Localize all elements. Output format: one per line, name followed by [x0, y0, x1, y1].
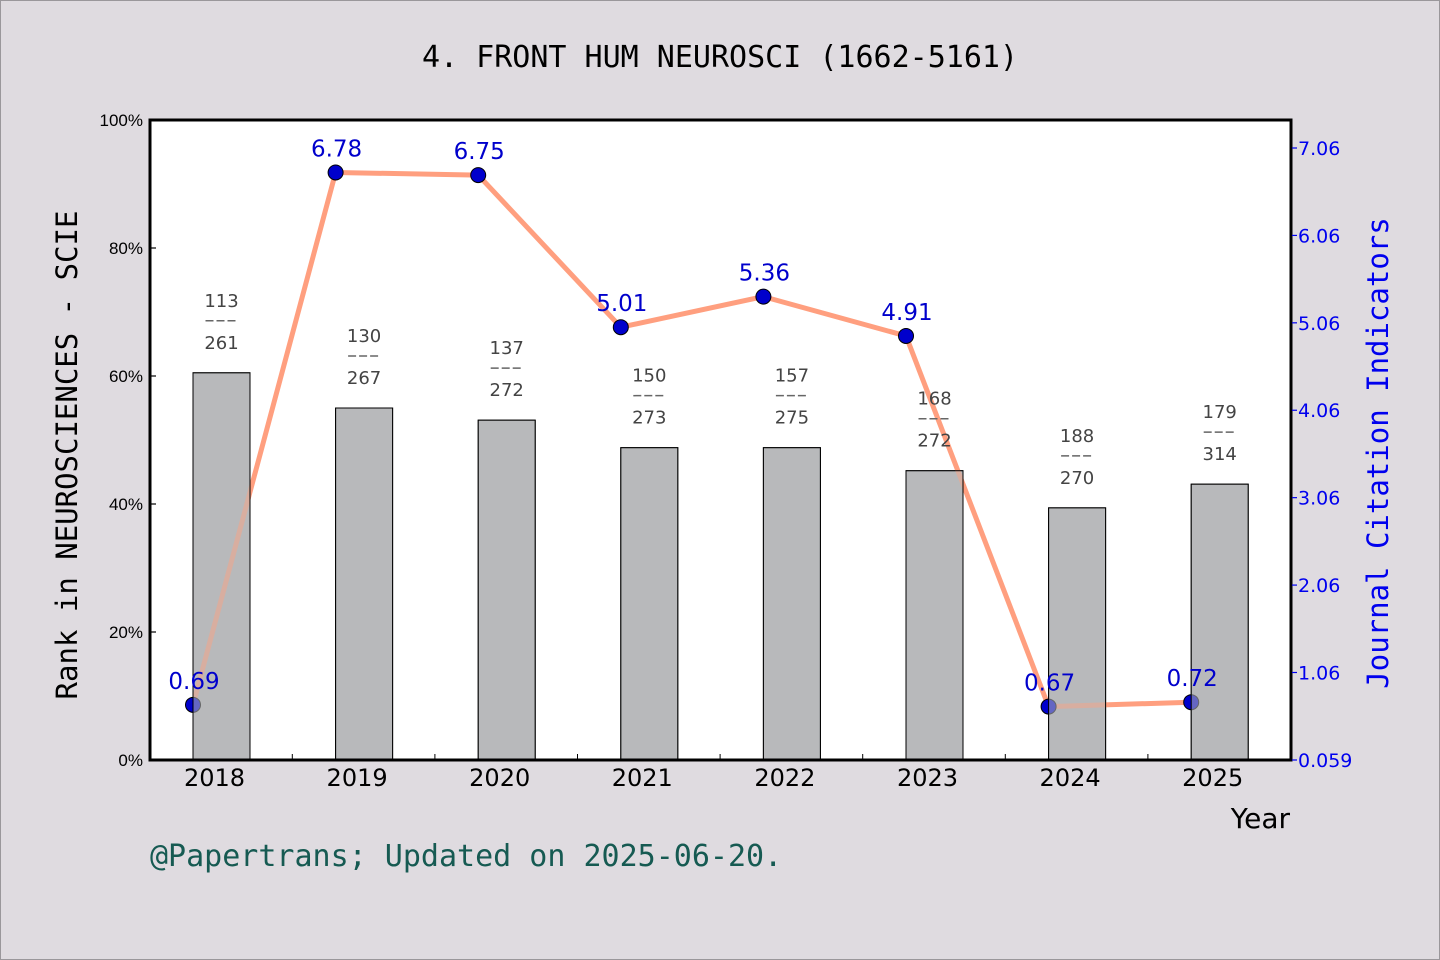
bar-overlay-2019	[335, 407, 394, 761]
jci-value-2022: 5.36	[739, 261, 790, 287]
bar-overlay-2025	[1190, 483, 1249, 761]
rank-label-2022: 157 275	[775, 366, 809, 429]
plot-area	[150, 120, 1291, 760]
x-tick-label-2024: 2024	[1040, 764, 1101, 792]
x-tick-label-2018: 2018	[184, 764, 245, 792]
footer-credit: @Papertrans; Updated on 2025-06-20.	[150, 839, 782, 874]
bar-overlay-2018	[192, 372, 251, 761]
rank-total: 267	[347, 368, 381, 389]
rank-label-2021: 150 273	[632, 366, 666, 429]
left-tick-label: 60%	[109, 367, 143, 386]
jci-marker-2023	[898, 327, 914, 344]
x-tick-label-2023: 2023	[897, 764, 958, 792]
right-tick-label: 7.06	[1298, 138, 1340, 160]
right-tick-label: 3.06	[1298, 488, 1340, 510]
rank-label-2025: 179 314	[1203, 402, 1237, 465]
bar-overlay-2020	[477, 419, 536, 761]
jci-value-2019: 6.78	[311, 136, 362, 162]
y-axis-label-left: Rank in NEUROSCIENCES - SCIE	[50, 211, 84, 700]
rank-total: 314	[1203, 444, 1237, 465]
rank-label-2024: 188 270	[1060, 426, 1094, 489]
x-tick-label-2019: 2019	[327, 764, 388, 792]
left-tick-label: 100%	[100, 111, 143, 130]
rank-total: 270	[1060, 468, 1094, 489]
bar-overlay-2022	[762, 447, 821, 761]
x-tick-label-2025: 2025	[1182, 764, 1243, 792]
left-tick-label: 20%	[109, 623, 143, 642]
rank-total: 275	[775, 408, 809, 429]
left-y-axis: 0% 20% 40% 60% 80% 100%	[100, 111, 156, 770]
jci-value-2021: 5.01	[596, 291, 647, 317]
rank-value: 188	[1060, 426, 1094, 447]
right-tick-label: 1.06	[1298, 662, 1340, 684]
jci-marker-2022	[755, 288, 772, 305]
x-axis: 2018 2019 2020 2021 2022 2023 2024 2025	[184, 754, 1243, 792]
bar-overlay-2023	[905, 470, 964, 761]
x-tick-label-2022: 2022	[754, 764, 815, 792]
bars-overlay	[192, 372, 1249, 761]
rank-total: 261	[204, 333, 238, 354]
right-tick-label: 2.06	[1298, 575, 1340, 597]
right-tick-label: 6.06	[1298, 225, 1340, 247]
rank-total: 272	[917, 431, 951, 452]
rank-value: 168	[917, 389, 951, 410]
jci-marker-2019	[327, 164, 344, 181]
rank-value: 137	[490, 338, 524, 359]
rank-value: 179	[1203, 402, 1237, 423]
point-labels: 0.69 6.78 6.75 5.01 5.36 4.91 0.67 0.72	[168, 136, 1217, 696]
left-tick-label: 40%	[109, 495, 143, 514]
rank-total: 273	[632, 408, 666, 429]
rank-value: 130	[347, 326, 381, 347]
jci-value-2018: 0.69	[168, 669, 219, 695]
jci-line	[190, 169, 1192, 710]
left-tick-label: 80%	[109, 239, 143, 258]
jci-value-2024: 0.67	[1024, 671, 1075, 697]
rank-label-2019: 130 267	[347, 326, 381, 389]
jci-value-2025: 0.72	[1167, 666, 1218, 692]
right-tick-label: 4.06	[1298, 400, 1340, 422]
x-tick-label-2021: 2021	[612, 764, 673, 792]
rank-total: 272	[490, 380, 524, 401]
rank-label-2018: 113 261	[204, 291, 238, 354]
rank-value: 150	[632, 366, 666, 387]
left-tick-label: 0%	[118, 751, 143, 770]
jci-marker-2020	[470, 167, 487, 184]
right-tick-label: 5.06	[1298, 313, 1340, 335]
bar-overlay-2024	[1048, 507, 1107, 761]
right-tick-label: 0.059	[1298, 750, 1352, 772]
jci-value-2023: 4.91	[881, 300, 932, 326]
x-tick-label-2020: 2020	[469, 764, 530, 792]
jci-marker-2021	[612, 319, 629, 336]
rank-label-2023: 168 272	[917, 389, 951, 452]
rank-value: 113	[204, 291, 238, 312]
x-axis-label: Year	[1230, 802, 1291, 835]
rank-label-2020: 137 272	[490, 338, 524, 401]
rank-value: 157	[775, 366, 809, 387]
right-y-axis: 0.059 1.06 2.06 3.06 4.06 5.06 6.06 7.06	[1292, 138, 1352, 772]
jci-value-2020: 6.75	[454, 139, 505, 165]
chart-title: 4. FRONT HUM NEUROSCI (1662-5161)	[422, 40, 1018, 75]
rank-labels: 113 261 130 267 137 272 150 273 157 275 168 272 188 2…	[204, 291, 1237, 489]
bar-overlay-2021	[620, 447, 679, 761]
y-axis-label-right: Journal Citation Indicators	[1361, 217, 1395, 688]
